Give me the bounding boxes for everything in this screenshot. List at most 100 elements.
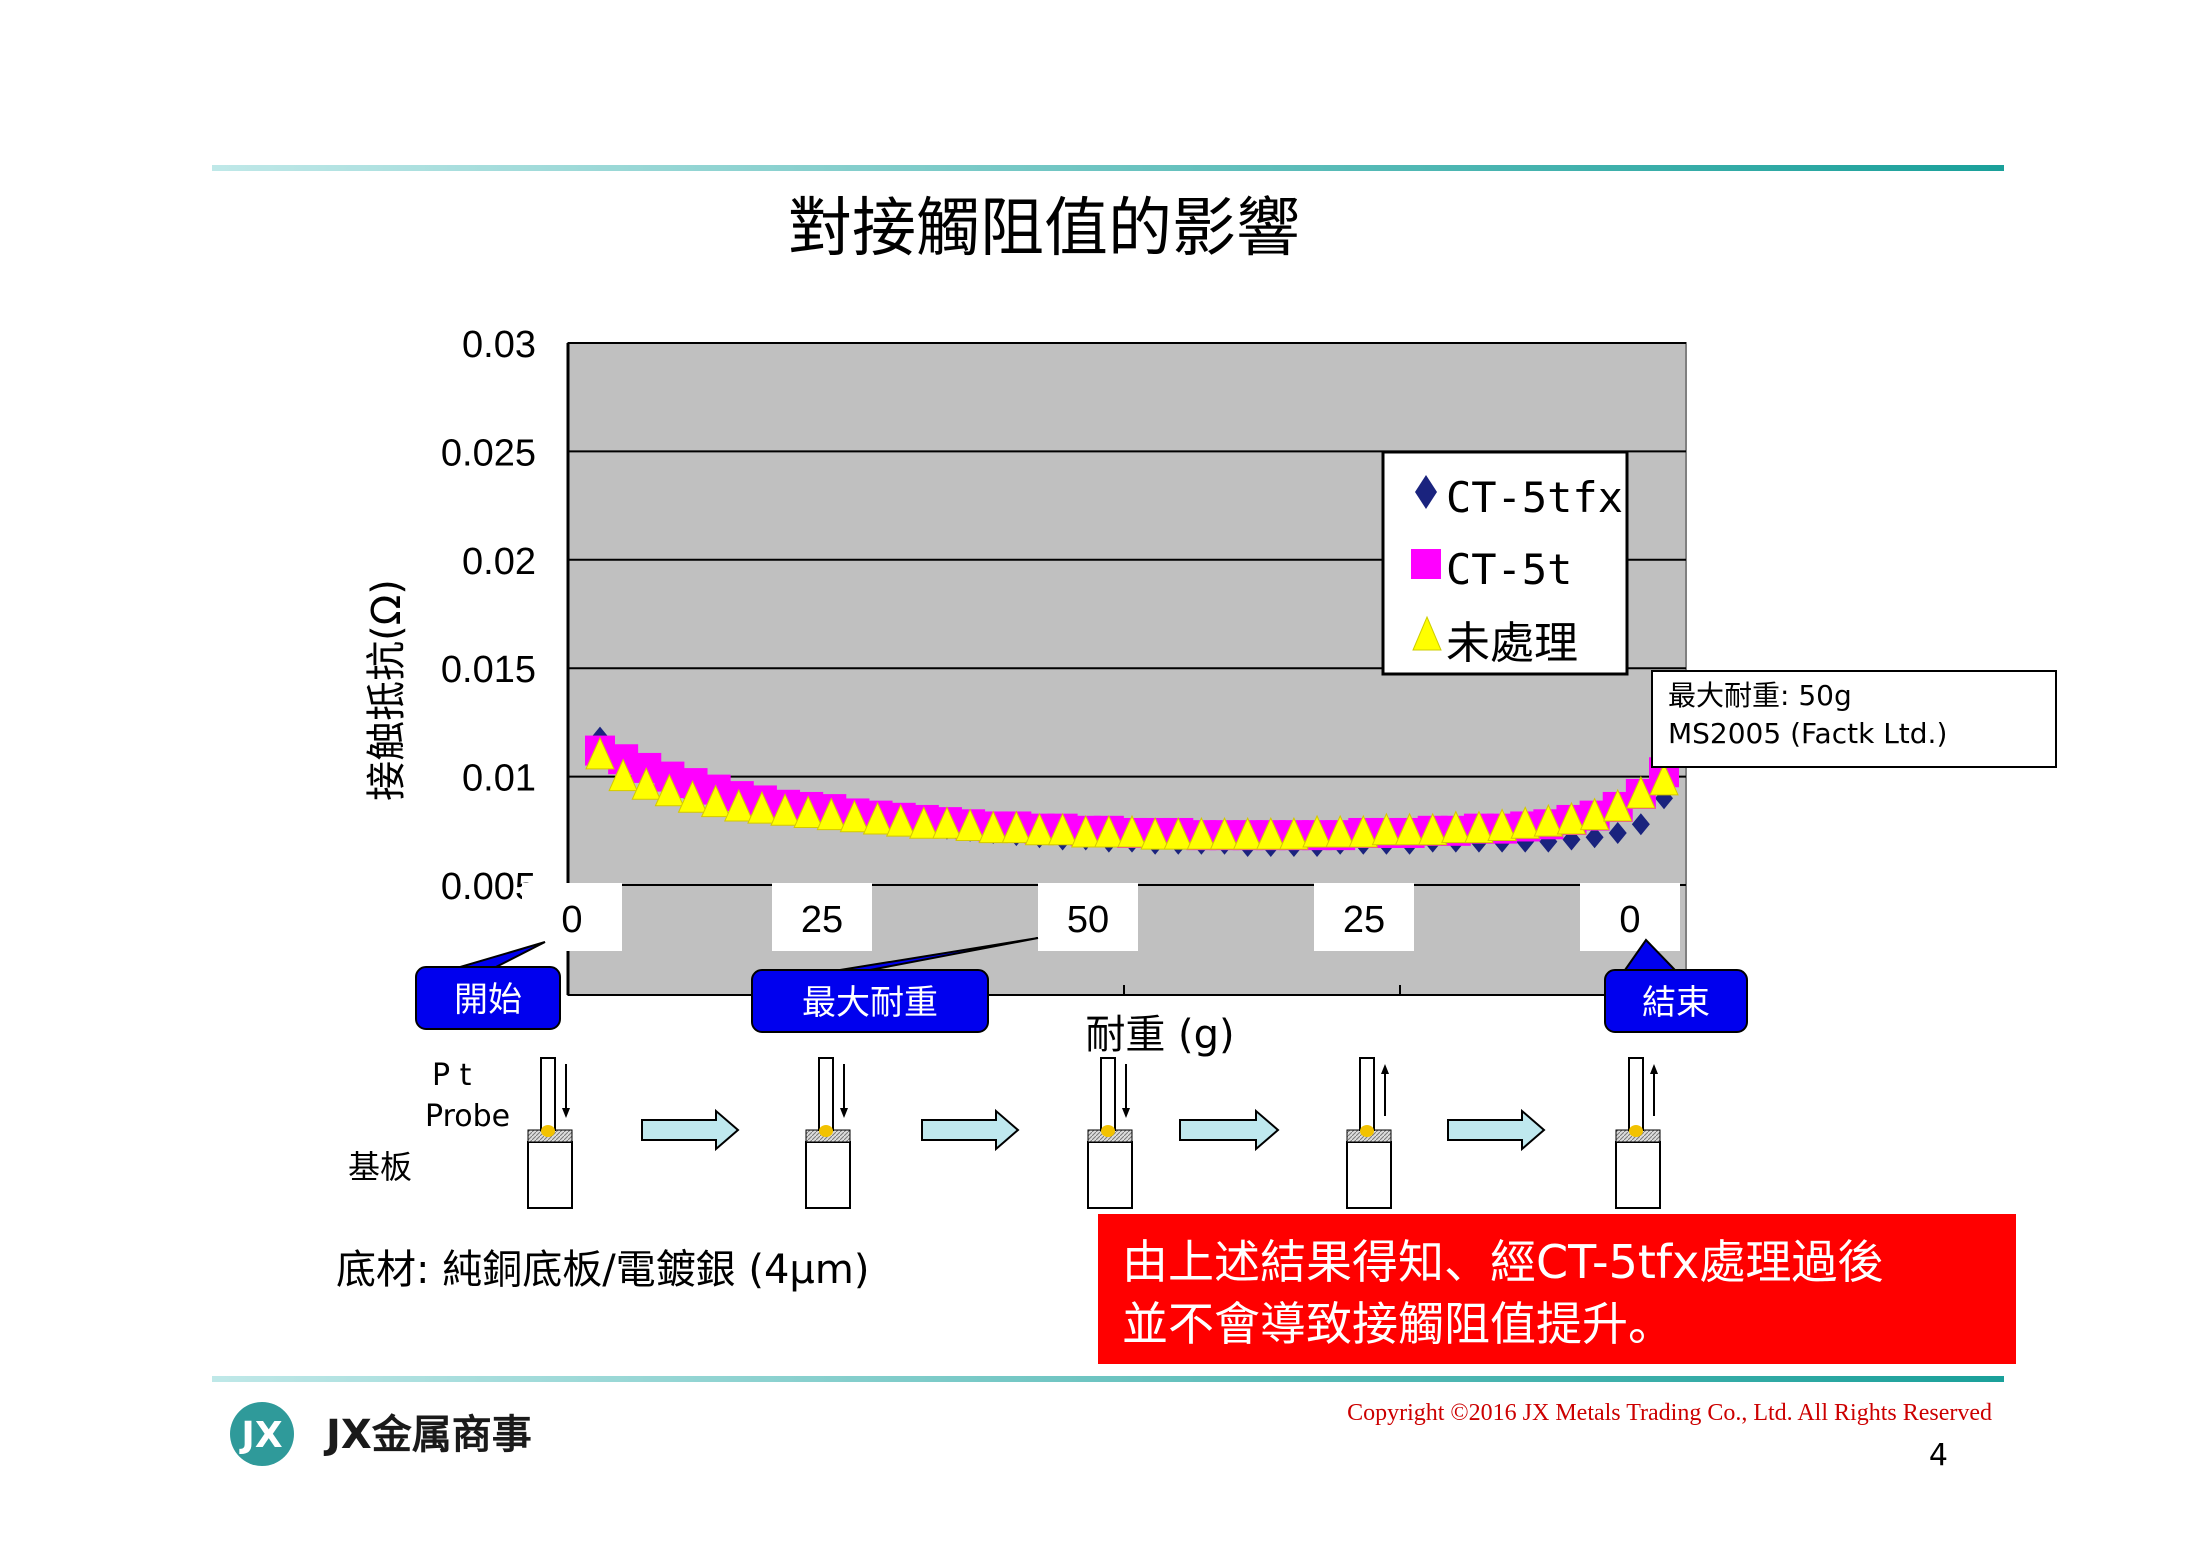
data-point (955, 808, 985, 841)
x-tick-label: 25 (801, 899, 843, 941)
x-axis-label: 耐重 (g) (1085, 1012, 1234, 1058)
y-tick-label: 0.025 (441, 432, 536, 474)
conclusion-box: 由上述結果得知、經CT-5tfx處理過後 並不會導致接觸阻值提升。 (1098, 1214, 2016, 1364)
series-2 (585, 736, 1679, 850)
probe-pin (1359, 1057, 1375, 1131)
data-point (1256, 816, 1286, 850)
data-point (862, 801, 893, 835)
conclusion-line-1: 由上述結果得知、經CT-5tfx處理過後 (1122, 1235, 1883, 1289)
data-point (1001, 810, 1032, 844)
data-point (1209, 816, 1240, 850)
y-axis-label: 接触抵抗(Ω) (364, 579, 410, 801)
data-point (1232, 816, 1263, 850)
x-tick-label: 0 (561, 899, 582, 941)
data-point (1464, 810, 1494, 844)
legend-label-ct5tfx: CT-5tfx (1446, 473, 1623, 522)
page-number: 4 (1929, 1438, 1948, 1473)
data-point (1487, 808, 1517, 841)
data-point (724, 788, 754, 822)
data-point (1626, 775, 1656, 809)
x-tick-label-box (1580, 883, 1680, 951)
probe-diagram (1346, 1057, 1392, 1209)
probe-sequence (527, 1057, 1661, 1209)
data-point (1047, 812, 1078, 846)
chart: 0.03 0.025 0.02 0.015 0.01 0.005 0 25 50 25 0 接触抵… (364, 324, 2057, 1058)
contact-point (541, 1125, 555, 1137)
y-tick-label: 0.015 (441, 649, 536, 691)
data-point (885, 803, 916, 837)
legend-marker-square (1411, 549, 1441, 579)
callout-max: 最大耐重 (751, 937, 1039, 1033)
y-tick-label: 0.005 (441, 866, 536, 908)
data-point (1602, 788, 1633, 822)
legend-marker-diamond (1415, 475, 1437, 509)
data-point (631, 767, 662, 800)
substrate-label: 基板 (348, 1148, 412, 1186)
x-tick-label: 50 (1067, 899, 1109, 941)
footer-rule (212, 1376, 2004, 1382)
probe-diagram (805, 1057, 851, 1209)
slide-title: 對接觸阻值的影響 (788, 192, 1300, 266)
data-point (747, 790, 777, 824)
data-point (1510, 806, 1540, 839)
contact-point (1360, 1125, 1374, 1137)
data-point (932, 806, 962, 839)
company-logo: JX JX金属商事 (230, 1402, 532, 1466)
data-point (839, 799, 870, 833)
y-tick-label: 0.01 (462, 758, 536, 800)
spec-line-1: 最大耐重: 50g (1668, 679, 1852, 712)
data-point (1371, 812, 1402, 846)
data-point (1556, 801, 1587, 835)
spec-line-2: MS2005 (Factk Ltd.) (1668, 717, 1947, 750)
data-point (793, 795, 823, 828)
data-point (1024, 812, 1055, 846)
logo-mark-icon (230, 1402, 294, 1466)
y-tick-labels: 0.03 0.025 0.02 0.015 0.01 0.005 (441, 324, 536, 908)
data-point (1186, 816, 1217, 850)
logo-text: JX金属商事 (323, 1412, 532, 1458)
material-note: 底材: 純銅底板/電鍍銀 (4μm) (336, 1247, 869, 1293)
x-tick-label-box (522, 883, 622, 951)
x-tick-label-boxes: 0 25 50 25 0 (522, 883, 1680, 951)
callout-end-label: 結束 (1642, 983, 1710, 1023)
data-point (1163, 816, 1194, 850)
x-tick-label-box (1038, 883, 1138, 951)
callout-end: 結束 (1604, 938, 1748, 1033)
probe-pin (540, 1057, 556, 1131)
data-point (1631, 813, 1650, 836)
data-point (1533, 803, 1564, 837)
header-rule (212, 165, 2004, 171)
callout-start-label: 開始 (454, 980, 522, 1020)
data-point (978, 810, 1008, 844)
y-tick-label: 0.02 (462, 541, 536, 583)
flow-arrow-icon (921, 1108, 1020, 1152)
data-point (1070, 814, 1101, 848)
x-tick-label-box (772, 883, 872, 951)
legend-marker-triangle (1412, 615, 1442, 651)
series-layer (585, 726, 1679, 857)
data-point (1441, 810, 1471, 844)
callout-max-label: 最大耐重 (802, 983, 938, 1023)
flow-arrow-icon (1447, 1108, 1546, 1152)
copyright: Copyright ©2016 JX Metals Trading Co., L… (1347, 1400, 1992, 1426)
conclusion-line-2: 並不會導致接觸阻值提升。 (1122, 1297, 1674, 1351)
x-tick-label-box (1314, 883, 1414, 951)
probe-diagram (1087, 1057, 1133, 1209)
legend: CT-5tfx CT-5t 未處理 (1381, 450, 1629, 676)
data-point (585, 736, 615, 770)
contact-point (1101, 1125, 1115, 1137)
spec-box: 最大耐重: 50g MS2005 (Factk Ltd.) (1651, 670, 2057, 768)
data-point (677, 780, 708, 813)
data-point (1649, 762, 1679, 796)
data-point (1394, 812, 1425, 846)
substrate-block (1087, 1141, 1133, 1209)
substrate-block (1615, 1141, 1661, 1209)
y-tick-label: 0.03 (462, 324, 536, 366)
substrate-block (1346, 1141, 1392, 1209)
data-point (1140, 816, 1170, 850)
data-point (1417, 812, 1448, 846)
data-point (654, 773, 685, 807)
contact-point (1629, 1125, 1643, 1137)
x-tick-label: 0 (1619, 899, 1640, 941)
